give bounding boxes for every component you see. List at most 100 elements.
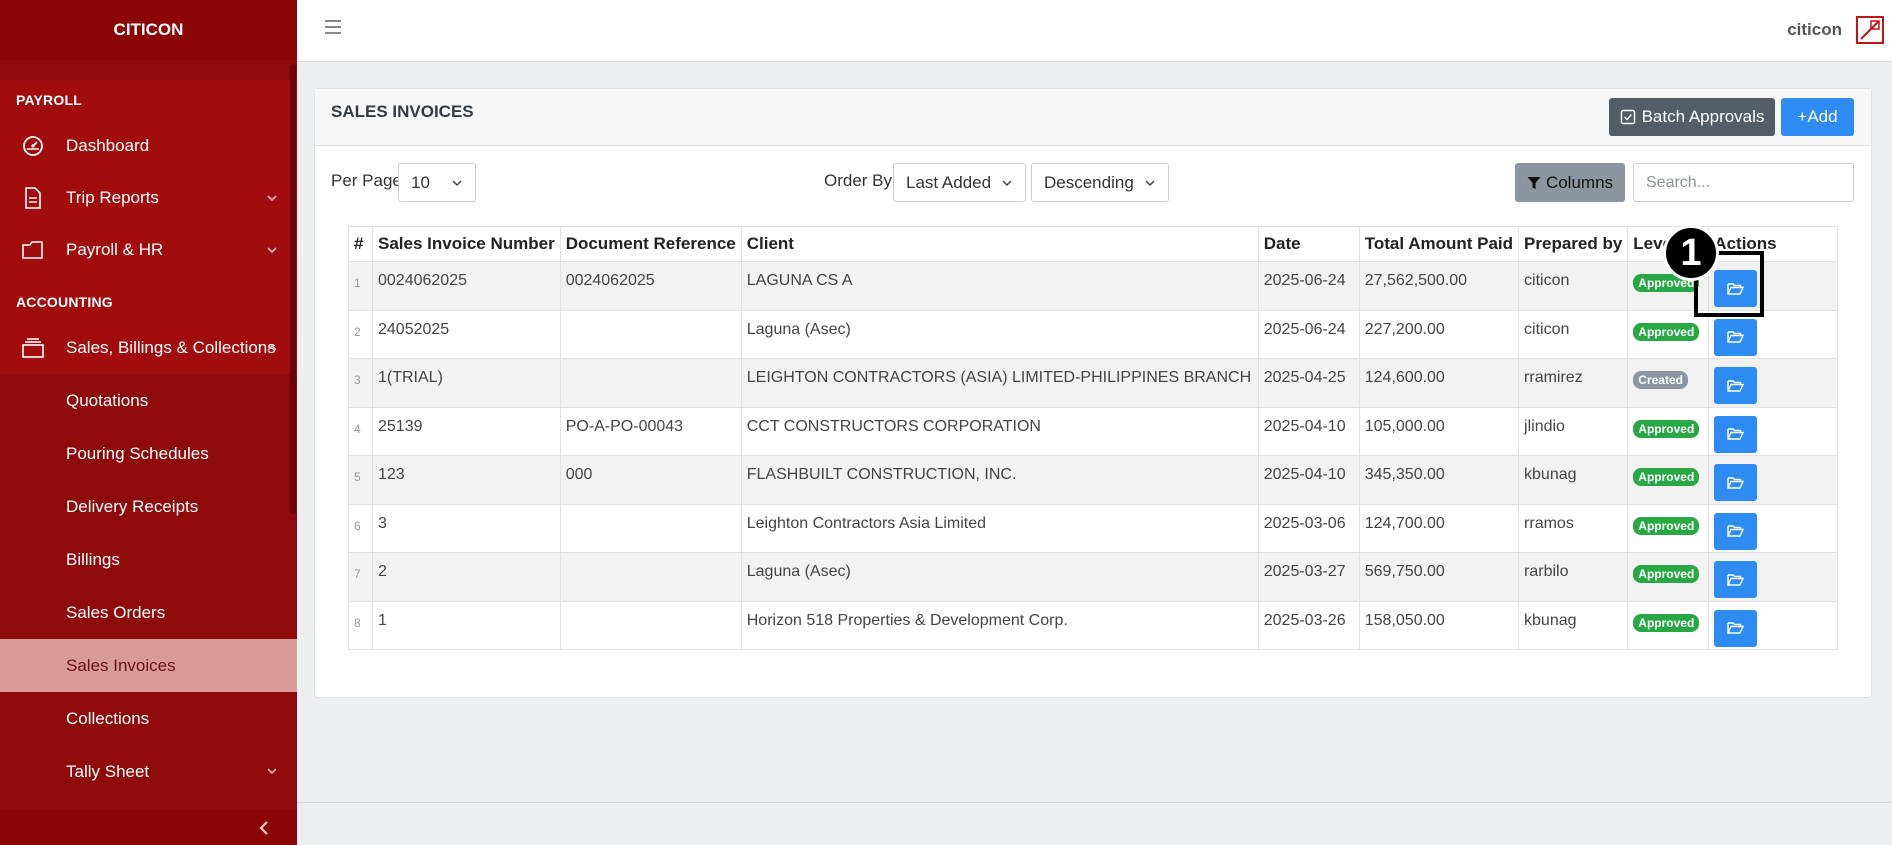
open-folder-button[interactable] (1714, 609, 1758, 647)
folder-open-icon (1727, 573, 1745, 586)
sidebar-item-sales-orders[interactable]: Sales Orders (66, 602, 166, 622)
columns-button[interactable]: Columns (1515, 163, 1625, 202)
row-index: 6 (348, 503, 373, 553)
open-folder-button[interactable] (1714, 367, 1758, 404)
column-header-client[interactable]: Client (740, 226, 1259, 262)
cell-client: CCT CONSTRUCTORS CORPORATION (740, 406, 1259, 456)
folder-open-icon (1727, 476, 1745, 489)
cell-actions (1708, 552, 1838, 602)
table-row: 3 1(TRIAL) LEIGHTON CONTRACTORS (ASIA) L… (348, 358, 1838, 408)
cell-actions (1708, 600, 1838, 650)
status-badge: Approved (1633, 419, 1700, 438)
column-header-total-amount[interactable]: Total Amount Paid (1358, 226, 1520, 262)
chevron-down-icon (1145, 180, 1155, 187)
section-payroll: PAYROLL (16, 92, 82, 108)
chevron-left-icon (259, 820, 268, 835)
cell-total-amount: 569,750.00 (1358, 552, 1520, 602)
status-badge: Created (1633, 371, 1688, 389)
open-folder-button[interactable] (1714, 464, 1758, 501)
annotation-marker: 1 (1663, 225, 1719, 281)
sidebar-item-label: Sales, Billings & Collections (66, 338, 276, 357)
cell-invoice-number: 3 (372, 503, 561, 553)
sidebar-item-sales-billings-collections[interactable]: Sales, Billings & Collections (0, 322, 297, 374)
column-header-document-reference[interactable]: Document Reference (559, 226, 742, 262)
gauge-icon (20, 133, 46, 159)
sidebar-collapse-button[interactable] (0, 810, 297, 845)
open-folder-button[interactable] (1714, 270, 1758, 307)
search-input[interactable] (1633, 163, 1854, 202)
cell-prepared-by: citicon (1518, 261, 1629, 311)
cell-level: Approved (1627, 552, 1710, 602)
cell-prepared-by: rramirez (1518, 358, 1629, 408)
per-page-label: Per Page (331, 171, 402, 190)
cell-invoice-number: 2 (372, 552, 561, 602)
brand-logo[interactable]: CITICON (0, 0, 297, 60)
cell-level: Approved (1627, 406, 1710, 456)
sidebar-item-delivery-receipts[interactable]: Delivery Receipts (66, 496, 199, 516)
sidebar-item-pouring-schedules[interactable]: Pouring Schedules (66, 443, 209, 463)
sales-invoices-card: SALES INVOICES Batch Approvals +Add Per … (314, 88, 1872, 698)
sidebar-item-label: Trip Reports (66, 188, 159, 207)
hamburger-menu-icon[interactable] (325, 20, 341, 34)
column-header-index[interactable]: # (348, 226, 373, 262)
table-header-row: # Sales Invoice Number Document Referenc… (348, 226, 1838, 262)
cell-total-amount: 105,000.00 (1358, 406, 1520, 456)
sidebar-item-trip-reports[interactable]: Trip Reports (0, 172, 297, 224)
cell-date: 2025-03-06 (1257, 503, 1360, 553)
cell-actions (1708, 406, 1838, 456)
sidebar-item-label: Dashboard (66, 136, 150, 155)
add-button[interactable]: +Add (1781, 98, 1854, 136)
sidebar-item-sales-invoices[interactable]: Sales Invoices (0, 639, 297, 692)
open-folder-button[interactable] (1714, 415, 1758, 453)
accounting-submenu: Quotations Pouring Schedules Delivery Re… (0, 374, 297, 798)
highlight-box (1694, 251, 1764, 317)
cell-client: LEIGHTON CONTRACTORS (ASIA) LIMITED-PHIL… (740, 358, 1259, 408)
row-index: 3 (348, 358, 373, 408)
sort-direction-value: Descending (1044, 172, 1134, 192)
per-page-select[interactable]: 10 (398, 163, 476, 202)
sidebar-item-payroll-hr[interactable]: Payroll & HR (0, 224, 297, 276)
cell-actions (1708, 503, 1838, 553)
cell-actions (1708, 358, 1838, 408)
status-badge: Approved (1633, 468, 1700, 486)
column-header-invoice-number[interactable]: Sales Invoice Number (372, 226, 561, 262)
open-folder-button[interactable] (1714, 512, 1758, 550)
column-header-prepared-by[interactable]: Prepared by (1518, 226, 1629, 262)
cell-invoice-number: 24052025 (372, 309, 561, 359)
row-index: 4 (348, 406, 373, 456)
sort-direction-select[interactable]: Descending (1031, 163, 1169, 202)
sidebar-item-billings[interactable]: Billings (66, 549, 120, 569)
order-by-select[interactable]: Last Added (893, 163, 1026, 202)
cell-invoice-number: 1 (372, 600, 561, 650)
sidebar-scrollbar[interactable] (290, 64, 296, 514)
cell-prepared-by: rramos (1518, 503, 1629, 553)
batch-approvals-label: Batch Approvals (1641, 107, 1765, 126)
cell-level: Approved (1627, 455, 1710, 505)
avatar[interactable] (1856, 16, 1884, 44)
cell-date: 2025-04-10 (1257, 455, 1360, 505)
cell-invoice-number: 1(TRIAL) (372, 358, 561, 408)
cell-document-reference (559, 309, 742, 359)
row-index: 7 (348, 552, 373, 602)
sidebar-item-collections[interactable]: Collections (66, 708, 150, 728)
section-accounting: ACCOUNTING (16, 294, 113, 310)
columns-label: Columns (1545, 172, 1614, 192)
sidebar-item-tally-sheet[interactable]: Tally Sheet (0, 745, 297, 798)
row-index: 8 (348, 600, 373, 650)
cell-prepared-by: kbunag (1518, 455, 1629, 505)
open-folder-button[interactable] (1714, 561, 1758, 598)
sidebar-item-dashboard[interactable]: Dashboard (0, 120, 297, 172)
status-badge: Approved (1633, 613, 1700, 632)
sidebar-item-quotations[interactable]: Quotations (66, 390, 149, 410)
cell-prepared-by: citicon (1518, 309, 1629, 359)
status-badge: Approved (1633, 274, 1700, 292)
batch-approvals-button[interactable]: Batch Approvals (1609, 98, 1775, 136)
footer-divider (297, 802, 1892, 803)
cell-client: Laguna (Asec) (740, 552, 1259, 602)
cell-level: Approved (1627, 309, 1710, 359)
open-folder-button[interactable] (1714, 318, 1758, 356)
column-header-date[interactable]: Date (1257, 226, 1360, 262)
table-row: 7 2 Laguna (Asec) 2025-03-27 569,750.00 … (348, 552, 1838, 602)
sidebar-item-label: Payroll & HR (66, 240, 164, 259)
user-name[interactable]: citicon (1787, 20, 1842, 39)
